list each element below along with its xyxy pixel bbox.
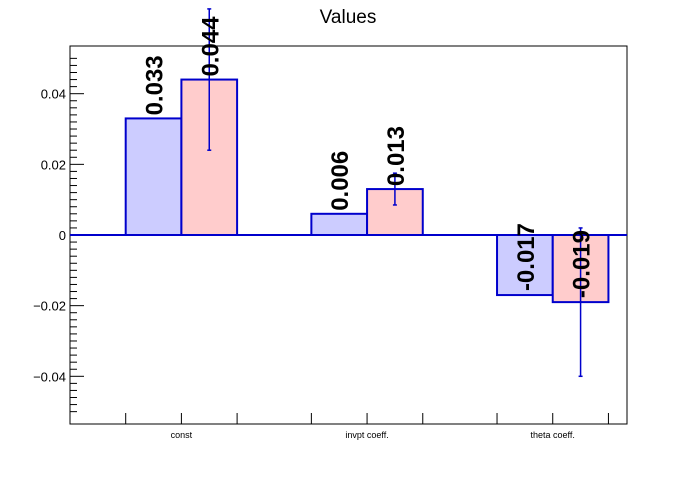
y-tick-label: 0.04	[41, 87, 66, 102]
y-tick-label: 0.02	[41, 157, 66, 172]
data-label: 0.013	[383, 126, 410, 186]
x-category-label: invpt coeff.	[345, 430, 388, 440]
y-tick-label: −0.02	[33, 299, 66, 314]
y-tick-label: 0	[59, 228, 66, 243]
bar-series1-1	[310, 212, 369, 237]
y-tick-label: −0.04	[33, 369, 66, 384]
data-label: 0.006	[327, 151, 354, 211]
x-category-label: const	[171, 430, 193, 440]
bar-series1-0	[124, 117, 183, 236]
data-label: -0.019	[569, 230, 596, 298]
x-category-label: theta coeff.	[531, 430, 575, 440]
plot-area: −0.04 −0.02 0 0.02 0.04 0.033 0.006 -0.017 0.044…	[33, 8, 628, 440]
data-label: 0.044	[197, 16, 224, 77]
chart-title: Values	[320, 7, 377, 28]
data-label: 0.033	[142, 55, 169, 115]
data-label: -0.017	[513, 223, 540, 291]
